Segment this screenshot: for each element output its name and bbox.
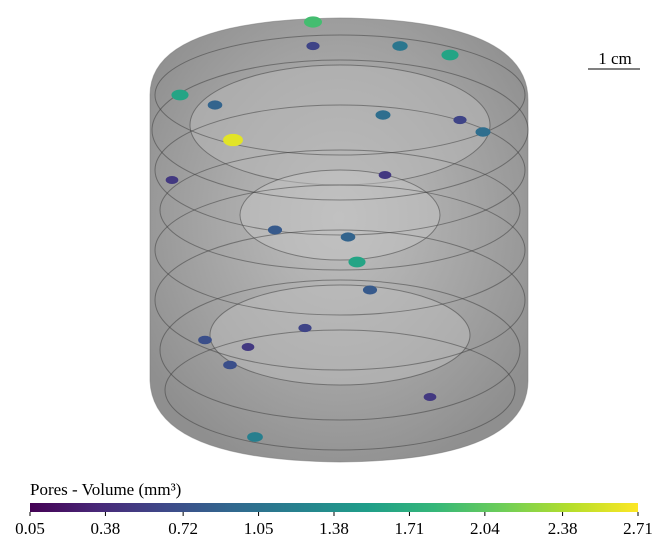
tick-label: 2.38 <box>548 519 578 538</box>
scale-label: 1 cm <box>598 49 632 68</box>
colorbar <box>30 503 638 512</box>
pore <box>298 323 312 333</box>
pore <box>375 110 391 120</box>
tick-label: 2.04 <box>470 519 500 538</box>
pore <box>267 225 283 235</box>
pore <box>475 127 491 137</box>
pore <box>165 176 179 184</box>
pore <box>423 393 437 401</box>
pore <box>453 115 467 125</box>
tick-label: 2.71 <box>623 519 653 538</box>
pore <box>207 100 223 110</box>
pore <box>378 171 392 179</box>
pore <box>171 89 189 101</box>
tick-label: 0.72 <box>168 519 198 538</box>
pore <box>303 16 323 28</box>
pore <box>306 41 320 51</box>
specimen <box>149 17 529 463</box>
pore <box>348 256 366 268</box>
tick-label: 1.05 <box>244 519 274 538</box>
tick-label: 1.71 <box>395 519 425 538</box>
pore <box>340 232 356 242</box>
pore <box>223 133 243 147</box>
pore <box>247 432 263 442</box>
pore <box>198 335 212 345</box>
pore <box>241 343 255 351</box>
pore <box>223 360 237 370</box>
pore <box>362 285 378 295</box>
colorbar-title: Pores - Volume (mm³) <box>30 480 181 499</box>
pore <box>441 49 459 61</box>
pore <box>392 41 408 51</box>
tick-label: 0.05 <box>15 519 45 538</box>
tick-label: 1.38 <box>319 519 349 538</box>
tick-label: 0.38 <box>91 519 121 538</box>
